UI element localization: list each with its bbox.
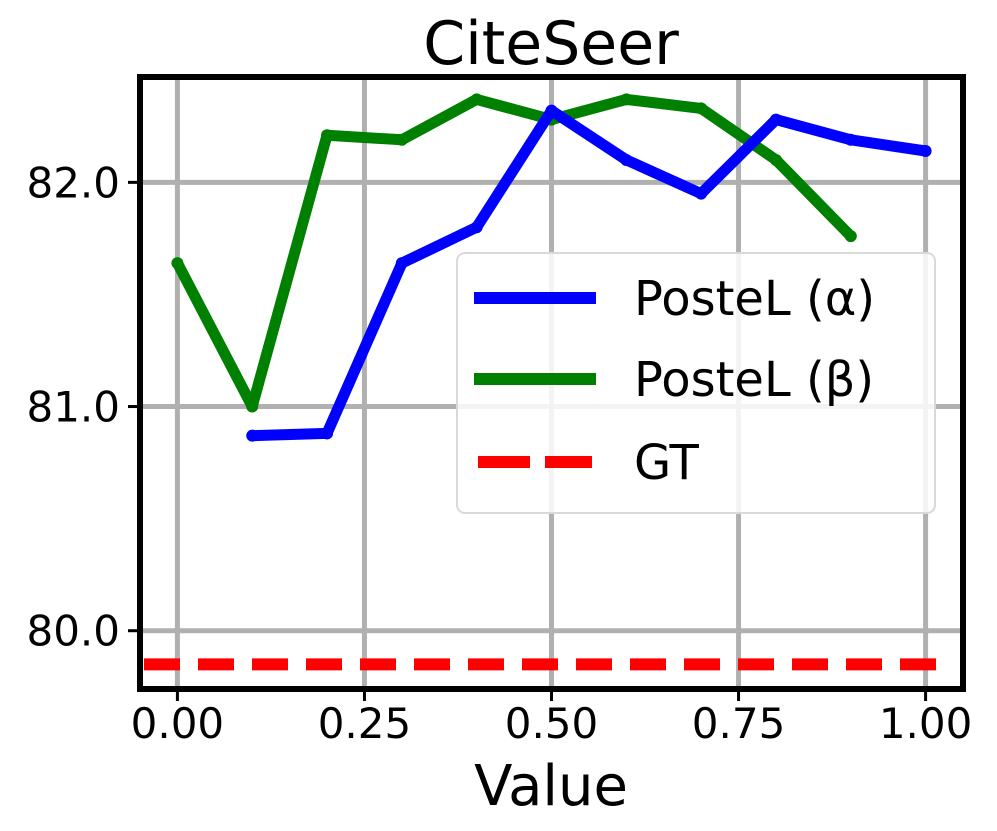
series-beta-point	[769, 153, 782, 166]
legend-item-beta: PosteL (β)	[474, 352, 874, 408]
legend: PosteL (α) PosteL (β) GT	[456, 252, 936, 514]
legend-item-alpha: PosteL (α)	[474, 271, 875, 327]
plot-frame	[137, 74, 966, 692]
series-beta-point	[695, 102, 708, 115]
series-alpha-point	[695, 187, 708, 200]
chart-title: CiteSeer	[423, 9, 679, 79]
series-beta-line	[171, 93, 857, 412]
y-tick-label: 81.0	[26, 383, 120, 432]
y-tick-labels: 80.0 81.0 82.0	[26, 158, 137, 656]
y-tick-label: 82.0	[26, 158, 120, 207]
series-alpha-point	[395, 257, 408, 270]
legend-label: GT	[634, 435, 699, 491]
series-alpha-line	[246, 105, 932, 442]
x-tick-label: 0.25	[318, 699, 412, 748]
x-axis-title: Value	[474, 754, 628, 819]
x-tick-label: 1.00	[879, 699, 973, 748]
legend-label: PosteL (α)	[634, 271, 875, 327]
series-beta-point	[470, 93, 483, 106]
series-beta-point	[246, 400, 259, 413]
series-layer	[144, 93, 945, 671]
x-tick-labels: 0.00 0.25 0.50 0.75 1.00	[131, 692, 973, 748]
series-beta-point	[321, 129, 334, 142]
series-beta-point	[844, 230, 857, 243]
x-tick-label: 0.75	[692, 699, 786, 748]
series-alpha-point	[844, 133, 857, 146]
series-beta-point	[395, 133, 408, 146]
series-alpha-point	[246, 429, 259, 442]
legend-item-gt: GT	[478, 435, 699, 491]
legend-swatch-marker	[529, 292, 541, 304]
x-tick-label: 0.50	[505, 699, 599, 748]
series-alpha-point	[919, 144, 932, 157]
series-beta-point	[620, 93, 633, 106]
legend-box	[456, 252, 936, 514]
series-alpha-point	[545, 104, 558, 117]
series-beta-point	[171, 257, 184, 270]
series-alpha-point	[470, 221, 483, 234]
series-alpha-point	[769, 113, 782, 126]
series-alpha-point	[321, 427, 334, 440]
legend-swatch-marker	[529, 373, 541, 385]
series-alpha-point	[620, 153, 633, 166]
y-tick-label: 80.0	[26, 607, 120, 656]
legend-label: PosteL (β)	[634, 352, 874, 408]
x-tick-label: 0.00	[131, 699, 225, 748]
